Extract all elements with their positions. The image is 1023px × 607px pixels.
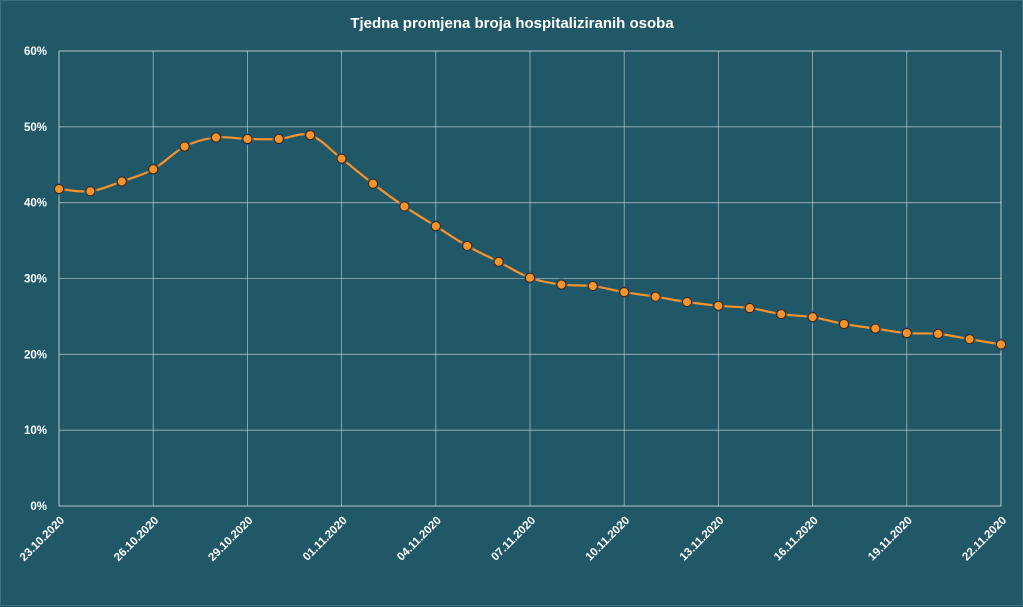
x-tick-label: 16.11.2020 (772, 515, 821, 564)
x-tick-label: 10.11.2020 (584, 515, 633, 564)
data-point (336, 153, 347, 164)
data-point (524, 272, 536, 283)
y-tick-label: 50% (24, 122, 47, 134)
x-tick-label: 07.11.2020 (489, 515, 538, 564)
data-point (399, 201, 410, 212)
data-point (210, 132, 222, 143)
data-point (995, 339, 1007, 350)
data-point (367, 178, 379, 189)
series (52, 128, 1008, 351)
y-axis: 0% 10% 20% 30% 40% 50% 60% (24, 46, 47, 513)
x-tick-label: 22.11.2020 (960, 515, 1009, 564)
x-axis: 23.10.2020 26.10.2020 29.10.2020 01.11.2020… (18, 515, 1009, 564)
x-tick-label: 01.11.2020 (301, 515, 350, 564)
data-point (462, 240, 473, 252)
data-point (713, 300, 724, 311)
y-tick-label: 20% (24, 349, 47, 361)
y-tick-label: 40% (24, 198, 47, 210)
data-point (933, 328, 944, 340)
data-point (430, 221, 441, 232)
data-point (242, 133, 253, 145)
data-point (650, 291, 661, 302)
data-point (53, 183, 65, 195)
data-point (556, 279, 567, 290)
data-point (870, 323, 881, 334)
y-tick-label: 0% (30, 501, 47, 513)
data-point (273, 133, 284, 145)
x-tick-label: 04.11.2020 (395, 515, 444, 564)
data-point (148, 164, 159, 175)
data-point (305, 130, 316, 141)
x-tick-label: 26.10.2020 (112, 515, 161, 564)
y-tick-label: 30% (24, 274, 47, 286)
data-point (179, 141, 190, 152)
y-tick-label: 10% (24, 425, 47, 437)
data-point (116, 176, 127, 187)
data-point (901, 327, 912, 339)
data-point (681, 296, 693, 308)
data-point (807, 312, 818, 323)
data-point (838, 318, 850, 330)
x-tick-label: 19.11.2020 (866, 515, 915, 564)
x-tick-label: 13.11.2020 (678, 515, 727, 564)
x-tick-label: 29.10.2020 (206, 515, 255, 564)
data-point (493, 256, 504, 267)
x-tick-label: 23.10.2020 (18, 515, 67, 564)
data-point (587, 280, 598, 292)
data-point (85, 186, 96, 197)
chart-title: Tjedna promjena broja hospitaliziranih o… (350, 15, 674, 32)
data-point (744, 302, 755, 314)
data-point (619, 286, 630, 298)
data-point (964, 334, 975, 345)
data-point (776, 308, 787, 320)
y-tick-label: 60% (24, 46, 47, 58)
